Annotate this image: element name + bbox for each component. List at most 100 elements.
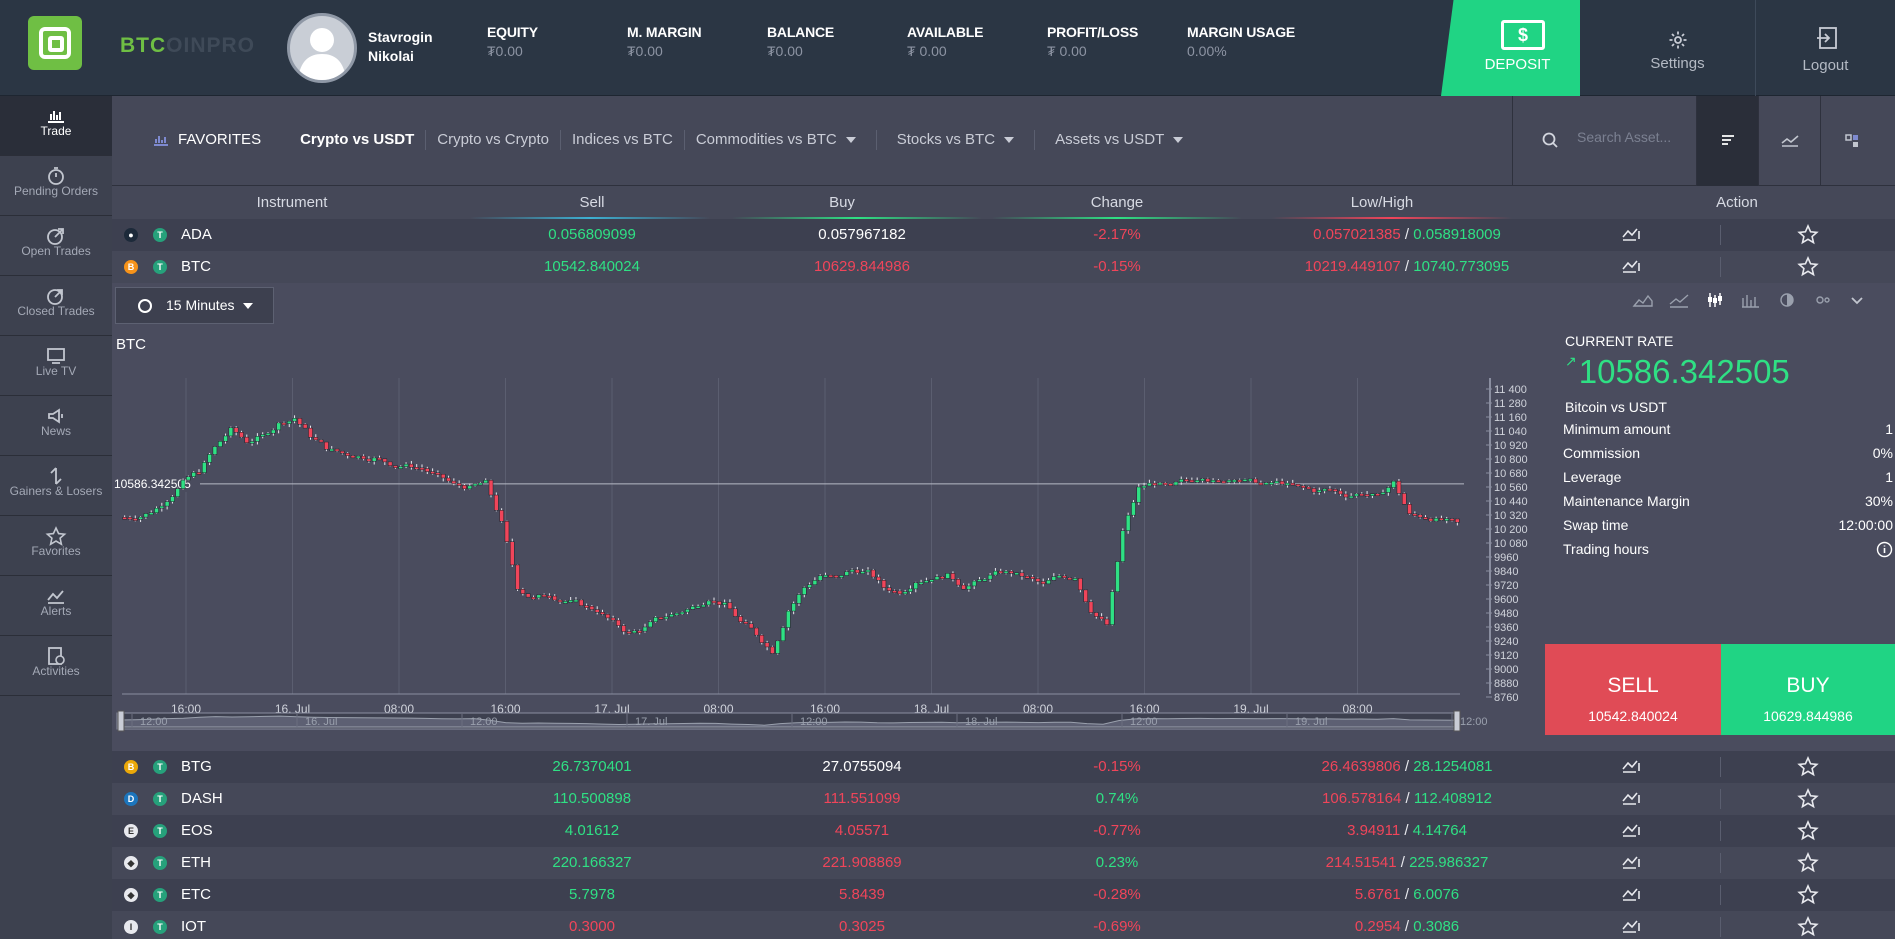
sell-button-price: 10542.840024 (1588, 708, 1678, 724)
alert-icon[interactable] (1622, 259, 1642, 277)
sidebar-item-gainers-losers[interactable]: Gainers & Losers (0, 456, 112, 516)
logo-icon[interactable] (28, 16, 82, 70)
buy-price[interactable]: 221.908869 (822, 854, 902, 871)
sell-button[interactable]: SELL 10542.840024 (1545, 644, 1721, 735)
candlestick-icon[interactable] (1704, 292, 1726, 308)
star-icon[interactable] (1797, 788, 1819, 814)
table-row-btc[interactable]: B T BTC 10542.840024 10629.844986 -0.15%… (112, 251, 1895, 283)
candle-body (552, 595, 557, 601)
search-icon[interactable] (1541, 131, 1559, 149)
tab-crypto-vs-crypto[interactable]: Crypto vs Crypto (426, 130, 561, 150)
grid-view-button[interactable] (1820, 96, 1882, 186)
candle-body (531, 596, 536, 600)
area-chart-icon[interactable] (1632, 292, 1654, 308)
sidebar-item-activities[interactable]: Activities (0, 636, 112, 696)
sidebar-item-pending-orders[interactable]: Pending Orders (0, 156, 112, 216)
chevron-down-icon[interactable] (1848, 292, 1866, 308)
candle-body (175, 488, 180, 497)
buy-button[interactable]: BUY 10629.844986 (1721, 644, 1895, 735)
chart-settings-icon[interactable] (1812, 292, 1834, 308)
star-icon (0, 516, 112, 546)
table-row-ada[interactable]: ● T ADA 0.056809099 0.057967182 -2.17% 0… (112, 219, 1895, 251)
sidebar-item-closed-trades[interactable]: Closed Trades (0, 276, 112, 336)
sidebar-item-live-tv[interactable]: Live TV (0, 336, 112, 396)
buy-price[interactable]: 4.05571 (834, 822, 890, 839)
candle-body (1343, 493, 1349, 498)
alert-icon[interactable] (1622, 791, 1642, 809)
buy-price[interactable]: 0.057967182 (818, 226, 906, 243)
col-sell[interactable]: Sell (579, 194, 605, 211)
buy-price[interactable]: 5.8439 (839, 886, 885, 903)
sidebar-item-trade[interactable]: Trade (0, 96, 112, 156)
alert-icon[interactable] (1622, 919, 1642, 937)
candle-body (626, 631, 632, 634)
sell-price[interactable]: 220.166327 (552, 854, 632, 871)
sell-price[interactable]: 26.7370401 (552, 758, 632, 775)
candle-body (658, 617, 664, 620)
sidebar-item-favorites[interactable]: Favorites (0, 516, 112, 576)
deposit-button[interactable]: $ DEPOSIT (1441, 0, 1580, 96)
col-buy[interactable]: Buy (829, 194, 855, 211)
sell-price[interactable]: 10542.840024 (544, 258, 640, 275)
buy-price[interactable]: 10629.844986 (814, 258, 910, 275)
line-chart-icon[interactable] (1668, 292, 1690, 308)
table-row-iot[interactable]: I T IOT 0.3000 0.3025 -0.69% 0.2954 / 0.3086 (112, 911, 1895, 939)
tab-crypto-vs-usdt[interactable]: Crypto vs USDT (272, 130, 427, 150)
alert-icon[interactable] (1622, 759, 1642, 777)
sell-price[interactable]: 110.500898 (552, 790, 632, 807)
avatar[interactable] (287, 13, 357, 83)
alert-icon[interactable] (1622, 823, 1642, 841)
logout-button[interactable]: Logout (1755, 0, 1895, 96)
table-row-btg[interactable]: B T BTG 26.7370401 27.0755094 -0.15% 26.463980… (112, 751, 1895, 783)
col-instrument[interactable]: Instrument (256, 194, 328, 211)
sell-price[interactable]: 0.3000 (569, 918, 615, 935)
candle-body (1062, 575, 1067, 579)
col-low-high[interactable]: Low/High (1350, 194, 1414, 211)
sell-price[interactable]: 0.056809099 (548, 226, 636, 243)
star-icon[interactable] (1797, 884, 1819, 910)
sell-price[interactable]: 4.01612 (564, 822, 620, 839)
col-change[interactable]: Change (1090, 194, 1144, 211)
sidebar-item-news[interactable]: News (0, 396, 112, 456)
star-icon[interactable] (1797, 756, 1819, 782)
star-icon[interactable] (1797, 852, 1819, 878)
user-name[interactable]: Stavrogin Nikolai (368, 28, 433, 66)
contrast-icon[interactable] (1776, 292, 1798, 308)
candle-body (807, 584, 812, 588)
buy-price[interactable]: 0.3025 (839, 918, 885, 935)
tab-indices-vs-btc[interactable]: Indices vs BTC (561, 130, 685, 150)
detail-value: 30% (1864, 493, 1893, 509)
tab-assets-vs-usdt[interactable]: Assets vs USDT (1035, 130, 1193, 150)
table-row-dash[interactable]: D T DASH 110.500898 111.551099 0.74% 106.57816… (112, 783, 1895, 815)
sidebar-item-alerts[interactable]: Alerts (0, 576, 112, 636)
tab-commodities-vs-btc[interactable]: Commodities vs BTC (685, 130, 877, 150)
star-icon[interactable] (1797, 224, 1819, 250)
star-icon[interactable] (1797, 256, 1819, 282)
settings-button[interactable]: Settings (1600, 0, 1755, 96)
bar-chart-icon[interactable] (1740, 292, 1762, 308)
alert-icon[interactable] (1622, 227, 1642, 245)
candle-body (1056, 575, 1062, 579)
chart-view-button[interactable] (1758, 96, 1820, 186)
alert-icon[interactable] (1622, 855, 1642, 873)
star-icon[interactable] (1797, 916, 1819, 939)
list-view-button[interactable] (1696, 96, 1758, 186)
table-row-etc[interactable]: ◆ T ETC 5.7978 5.8439 -0.28% 5.6761 / 6.0076 (112, 879, 1895, 911)
buy-price[interactable]: 27.0755094 (822, 758, 902, 775)
search-input[interactable] (1577, 129, 1687, 145)
candle-body (510, 541, 515, 566)
tab-favorites[interactable]: FAVORITES (152, 130, 272, 150)
chevron-down-icon (243, 303, 254, 310)
buy-price[interactable]: 111.551099 (823, 790, 901, 807)
alert-icon[interactable] (1622, 887, 1642, 905)
tab-stocks-vs-btc[interactable]: Stocks vs BTC (877, 130, 1036, 150)
table-row-eth[interactable]: ◆ T ETH 220.166327 221.908869 0.23% 214.51541 … (112, 847, 1895, 879)
candlestick-chart[interactable]: 16:00 16. Jul 08:00 16:00 17. Jul 08:00 16:00 1… (112, 283, 1552, 745)
sell-price[interactable]: 5.7978 (569, 886, 615, 903)
candle-body (1189, 479, 1195, 483)
timeframe-dropdown[interactable]: 15 Minutes (115, 287, 274, 324)
star-icon[interactable] (1797, 820, 1819, 846)
sidebar-item-open-trades[interactable]: Open Trades (0, 216, 112, 276)
info-icon[interactable] (1876, 541, 1893, 561)
table-row-eos[interactable]: E T EOS 4.01612 4.05571 -0.77% 3.94911 / 4.147… (112, 815, 1895, 847)
